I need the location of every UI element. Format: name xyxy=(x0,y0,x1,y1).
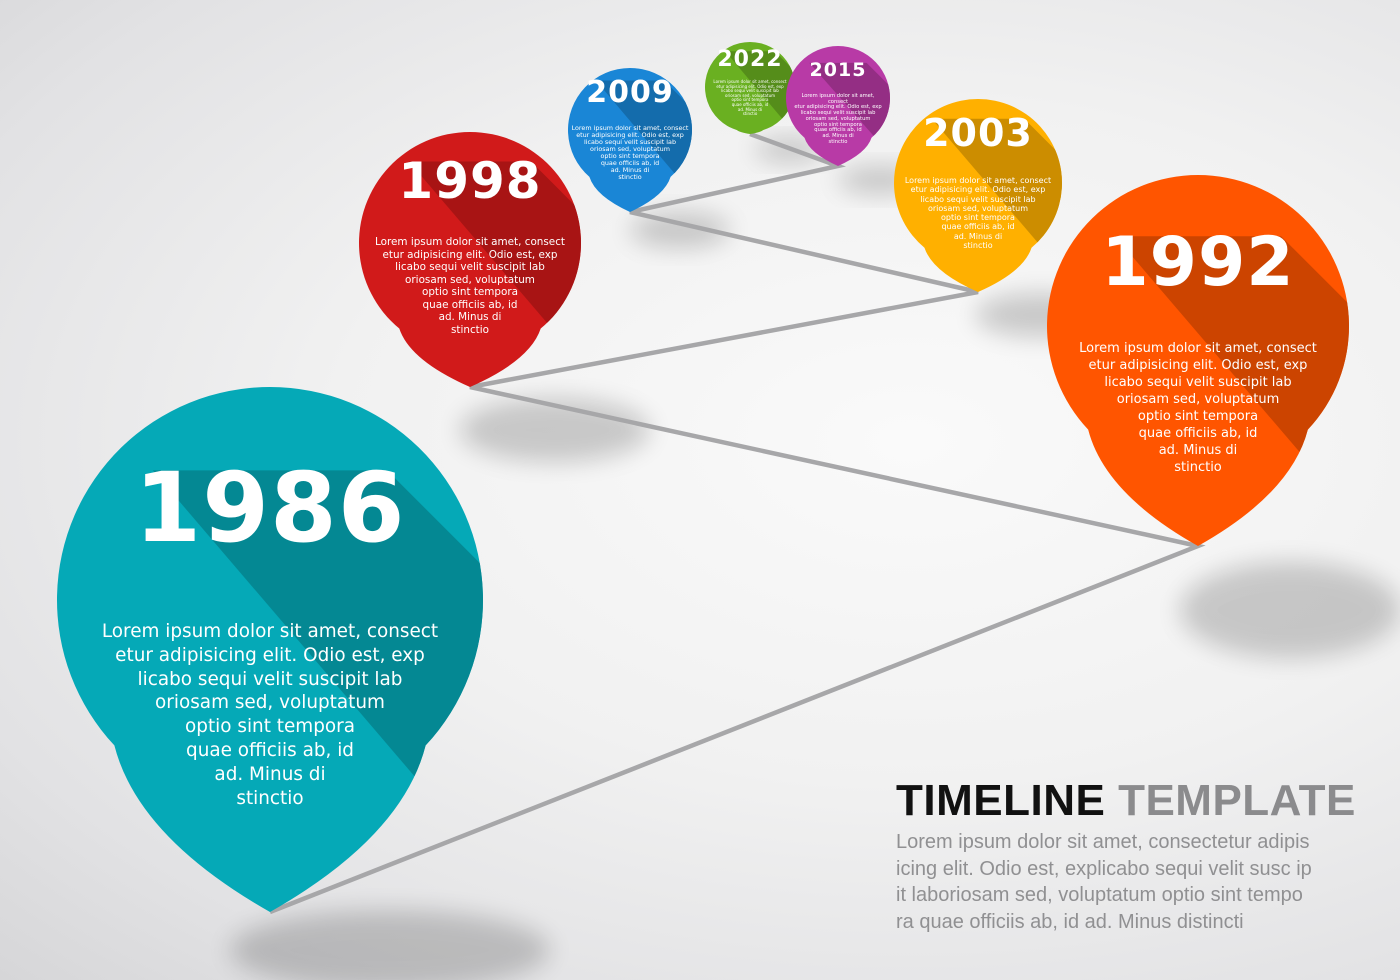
milestone-year-1998: 1998 xyxy=(398,152,542,210)
milestone-year-1992: 1992 xyxy=(1101,223,1295,302)
milestone-text-2003: Lorem ipsum dolor sit amet, consect etur… xyxy=(904,176,1052,251)
milestone-text-2009: Lorem ipsum dolor sit amet, consect etur… xyxy=(571,124,689,181)
pin-long-shadow-2003 xyxy=(931,118,1062,293)
milestone-pin-2015 xyxy=(786,45,891,166)
milestone-pin-1986 xyxy=(57,386,484,912)
pin-shadow-1986 xyxy=(230,910,550,980)
timeline-title: TIMELINE TEMPLATE xyxy=(896,776,1356,826)
milestone-pin-2003 xyxy=(894,98,1062,293)
milestone-text-2022: Lorem ipsum dolor sit amet, consect etur… xyxy=(713,79,787,117)
milestone-pin-1998 xyxy=(359,131,581,387)
pin-long-shadow-1992 xyxy=(1114,236,1349,546)
milestone-text-1998: Lorem ipsum dolor sit amet, consect etur… xyxy=(375,236,565,336)
milestone-year-2015: 2015 xyxy=(809,59,867,81)
milestone-pin-2022 xyxy=(705,42,796,135)
pin-ground-shadows xyxy=(230,138,1400,980)
pin-long-shadow-1998 xyxy=(408,161,581,387)
pin-shadow-1992 xyxy=(1180,562,1400,658)
milestone-pin-2009 xyxy=(568,68,692,212)
timeline-description: Lorem ipsum dolor sit amet, consectetur … xyxy=(896,831,1312,933)
milestone-year-1986: 1986 xyxy=(134,452,406,564)
milestone-year-2022: 2022 xyxy=(717,47,783,72)
milestone-pin-1992 xyxy=(1047,175,1349,546)
milestone-text-2015: Lorem ipsum dolor sit amet, consect etur… xyxy=(794,93,882,145)
title-part-gray: TEMPLATE xyxy=(1118,776,1356,825)
milestone-year-2009: 2009 xyxy=(586,75,674,110)
pin-long-shadow-2015 xyxy=(809,62,891,166)
title-part-dark: TIMELINE xyxy=(896,776,1106,825)
pin-long-shadow-2009 xyxy=(595,80,692,212)
pin-long-shadow-1986 xyxy=(152,470,484,912)
milestone-year-2003: 2003 xyxy=(923,111,1033,155)
milestone-text-1992: Lorem ipsum dolor sit amet, consect etur… xyxy=(1079,341,1317,475)
pin-shadow-2009 xyxy=(630,212,730,248)
milestone-text-1986: Lorem ipsum dolor sit amet, consect etur… xyxy=(101,621,439,809)
pin-long-shadow-2022 xyxy=(725,51,796,135)
